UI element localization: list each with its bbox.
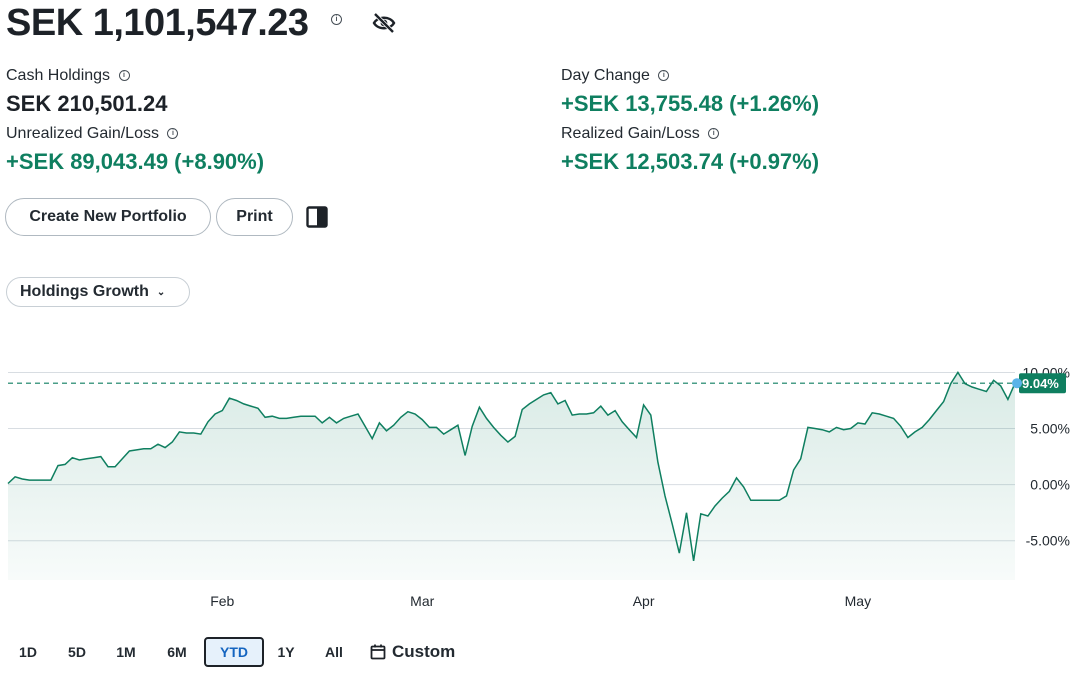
y-tick-label: 5.00% — [1030, 421, 1070, 437]
eye-slash-icon[interactable] — [372, 12, 396, 34]
info-icon[interactable]: i — [167, 128, 179, 140]
print-button[interactable]: Print — [216, 198, 293, 236]
calendar-icon — [370, 644, 386, 660]
x-tick-label: May — [845, 593, 871, 609]
info-icon[interactable]: i — [658, 70, 670, 82]
y-tick-label: 0.00% — [1030, 477, 1070, 493]
range-1d-button[interactable]: 1D — [19, 644, 37, 660]
panel-layout-icon[interactable] — [306, 206, 328, 228]
realized-gain-block: Realized Gain/Loss i — [561, 125, 720, 143]
day-change-block: Day Change i — [561, 67, 670, 85]
y-tick-label: -5.00% — [1026, 533, 1070, 549]
x-tick-label: Feb — [210, 593, 234, 609]
realized-gain-value: +SEK 12,503.74 (+0.97%) — [561, 149, 820, 174]
range-5d-button[interactable]: 5D — [68, 644, 86, 660]
info-icon[interactable]: i — [708, 128, 720, 140]
current-value-marker — [1012, 378, 1022, 389]
unrealized-gain-value: +SEK 89,043.49 (+8.90%) — [6, 149, 265, 174]
chart-series-line — [7, 370, 1016, 562]
create-portfolio-button[interactable]: Create New Portfolio — [5, 198, 211, 236]
range-1y-button[interactable]: 1Y — [277, 644, 295, 660]
day-change-label: Day Change — [561, 67, 650, 84]
info-icon[interactable]: i — [331, 14, 342, 25]
x-tick-label: Mar — [410, 593, 434, 609]
unrealized-gain-block: Unrealized Gain/Loss i — [6, 125, 179, 143]
cash-holdings-label: Cash Holdings — [6, 67, 111, 84]
custom-range-label: Custom — [392, 642, 456, 661]
range-all-button[interactable]: All — [325, 644, 343, 660]
range-ytd-button[interactable]: YTD — [204, 637, 264, 667]
chart-area-fill — [8, 372, 1015, 580]
x-tick-label: Apr — [633, 593, 655, 609]
cash-holdings-block: Cash Holdings i — [6, 67, 130, 85]
custom-range-button[interactable]: Custom — [370, 637, 455, 667]
holdings-growth-chart: -5.00%0.00%5.00%10.00% Feb Mar Apr May 9.04… — [7, 364, 1070, 609]
current-value-label: 9.04% — [1022, 376, 1059, 391]
current-value-badge — [1019, 373, 1066, 394]
range-1m-button[interactable]: 1M — [116, 644, 136, 660]
unrealized-gain-label: Unrealized Gain/Loss — [6, 125, 159, 142]
holdings-growth-dropdown[interactable]: Holdings Growth ⌄ — [6, 277, 190, 307]
chevron-down-icon: ⌄ — [156, 286, 166, 298]
range-6m-button[interactable]: 6M — [167, 644, 187, 660]
portfolio-total-value: SEK 1,101,547.23 — [6, 2, 309, 44]
cash-holdings-value: SEK 210,501.24 — [6, 91, 168, 116]
realized-gain-label: Realized Gain/Loss — [561, 125, 700, 142]
day-change-value: +SEK 13,755.48 (+1.26%) — [561, 91, 820, 116]
info-icon[interactable]: i — [118, 70, 130, 82]
holdings-growth-label: Holdings Growth — [20, 283, 149, 300]
